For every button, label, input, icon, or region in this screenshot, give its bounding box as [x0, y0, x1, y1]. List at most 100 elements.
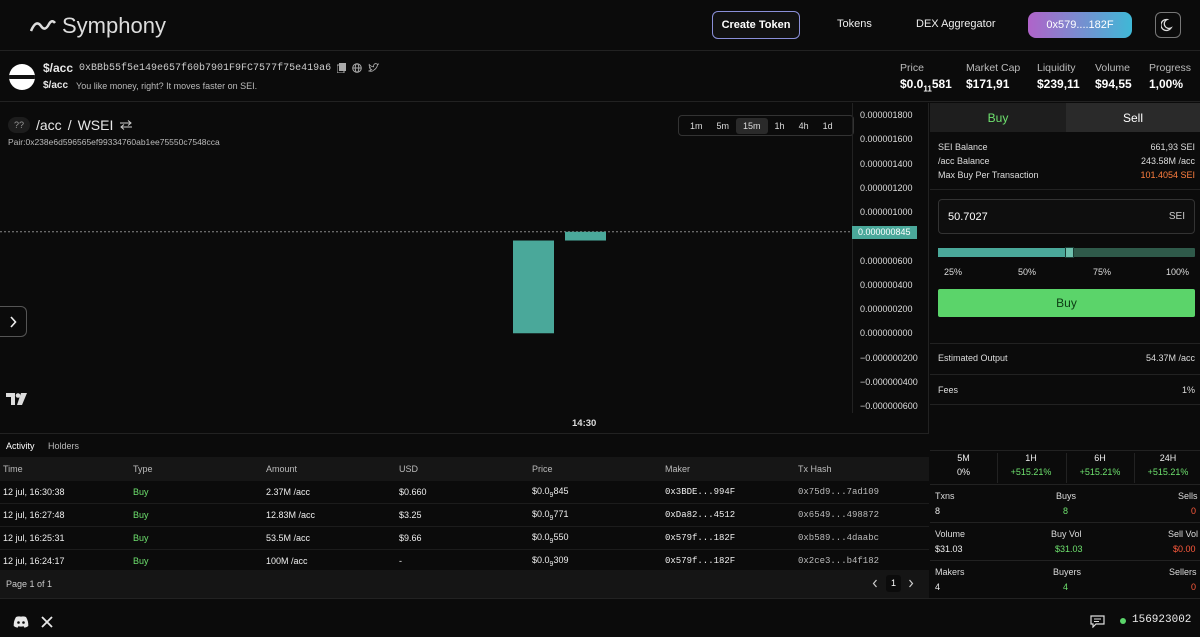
tab-activity[interactable]: Activity — [6, 441, 35, 451]
amount-input[interactable]: 50.7027 SEI — [938, 199, 1195, 234]
txns-value: 8 — [935, 506, 941, 516]
pair-address: Pair:0x238e6d596565ef99334760ab1ee75550c… — [8, 137, 220, 147]
globe-icon[interactable] — [352, 63, 362, 73]
sellers-label: Sellers — [1169, 567, 1197, 577]
tab-holders[interactable]: Holders — [48, 441, 80, 451]
sell-vol-value: $0.00 — [1173, 544, 1196, 554]
expand-panel-button[interactable] — [0, 306, 27, 337]
row-maker[interactable]: 0x579f...182F — [665, 556, 736, 566]
period-24h[interactable]: 24H +515.21% — [1134, 453, 1200, 483]
y-tick-label: 0.000000200 — [860, 304, 913, 314]
y-tick-label: −0.000000200 — [860, 352, 918, 363]
tradingview-icon — [6, 393, 27, 405]
buy-button[interactable]: Buy — [938, 289, 1195, 317]
buys-value: 8 — [1063, 506, 1069, 516]
token-symbol-small: $/acc — [43, 80, 69, 91]
period-1h[interactable]: 1H +515.21% — [997, 453, 1064, 483]
col-maker: Maker — [665, 464, 691, 474]
pct-50[interactable]: 50% — [1018, 267, 1037, 277]
buyers-value: 4 — [1063, 582, 1069, 592]
row-tx-hash[interactable]: 0x75d9...7ad109 — [798, 487, 880, 497]
col-price: Price — [532, 464, 553, 474]
timeframe-4h[interactable]: 4h — [798, 120, 809, 131]
token-avatar — [9, 64, 35, 90]
price-chart[interactable] — [0, 103, 929, 433]
candle — [565, 231, 606, 241]
wallet-button[interactable]: 0x579....182F — [1028, 12, 1132, 38]
chevron-left-icon[interactable] — [872, 579, 878, 588]
swap-pair-icon[interactable] — [119, 120, 133, 130]
create-token-button[interactable]: Create Token — [712, 11, 800, 39]
stat-liquidity-label: Liquidity — [1037, 62, 1076, 74]
timeframe-5m[interactable]: 5m — [716, 120, 730, 131]
row-time: 12 jul, 16:25:31 — [3, 533, 65, 543]
token-symbol: $/acc — [43, 61, 74, 75]
pct-25[interactable]: 25% — [944, 267, 963, 277]
footer: 156923002 — [0, 598, 1200, 637]
table-header: Time Type Amount USD Price Maker Tx Hash — [0, 457, 929, 481]
table-row[interactable]: 12 jul, 16:27:48 Buy 12.83M /acc $3.25 $… — [0, 504, 929, 527]
table-row[interactable]: 12 jul, 16:30:38 Buy 2.37M /acc $0.660 $… — [0, 481, 929, 504]
pct-100[interactable]: 100% — [1166, 267, 1190, 277]
txns-label: Txns — [935, 491, 955, 501]
amount-slider-fill — [938, 248, 1069, 257]
amount-unit: SEI — [1168, 211, 1185, 222]
volume-value: $31.03 — [935, 544, 963, 554]
sells-value: 0 — [1191, 506, 1197, 516]
trade-panel: Buy Sell SEI Balance 661,93 SEI /acc Bala… — [930, 103, 1200, 598]
pair-separator: / — [67, 117, 72, 133]
timeframe-1d[interactable]: 1d — [822, 120, 833, 131]
pagination: Page 1 of 1 1 — [0, 570, 929, 598]
last-price-tag: 0.000000845 — [852, 225, 917, 239]
y-tick-label: 0.000001200 — [860, 182, 913, 193]
amount-slider-handle[interactable] — [1064, 247, 1074, 258]
row-usd: $0.660 — [399, 487, 427, 497]
chart-pair-title: ?? /acc / WSEI — [8, 117, 133, 133]
row-tx-hash[interactable]: 0xb589...4daabc — [798, 533, 880, 543]
buy-vol-label: Buy Vol — [1051, 529, 1082, 539]
brand-logo[interactable]: Symphony — [30, 13, 166, 39]
stat-volume: Volume $94,55 — [1095, 62, 1132, 91]
row-maker[interactable]: 0x3BDE...994F — [665, 487, 736, 497]
stat-liquidity: Liquidity $239,11 — [1037, 62, 1080, 91]
y-tick-label: −0.000000600 — [860, 401, 918, 411]
period-6h[interactable]: 6H +515.21% — [1066, 453, 1133, 483]
makers-label: Makers — [935, 567, 965, 577]
pct-75[interactable]: 75% — [1093, 267, 1112, 277]
y-tick-label: 0.000000000 — [860, 328, 913, 339]
sell-tab[interactable]: Sell — [1066, 103, 1200, 132]
col-type: Type — [133, 464, 153, 474]
tradingview-logo: TV — [6, 393, 28, 408]
page-number-button[interactable]: 1 — [886, 575, 901, 592]
twitter-icon[interactable] — [368, 63, 380, 73]
period-5m[interactable]: 5M 0% — [956, 453, 970, 477]
sei-balance-row: SEI Balance 661,93 SEI — [938, 142, 1195, 152]
activity-tabs: Activity Holders — [0, 433, 929, 457]
timeframe-1m[interactable]: 1m — [690, 120, 703, 131]
row-tx-hash[interactable]: 0x6549...498872 — [798, 510, 880, 520]
nav-dex-aggregator-link[interactable]: DEX Aggregator — [916, 18, 996, 30]
timeframe-1h[interactable]: 1h — [774, 120, 785, 131]
chat-icon[interactable] — [1090, 615, 1105, 628]
y-tick-label: 0.000000400 — [860, 279, 913, 290]
fees-row: Fees 1% — [938, 385, 1195, 395]
activity-table: Time Type Amount USD Price Maker Tx Hash… — [0, 457, 929, 573]
chevron-right-icon[interactable] — [908, 579, 914, 588]
nav-tokens-link[interactable]: Tokens — [837, 18, 872, 30]
page-info: Page 1 of 1 — [6, 579, 53, 589]
buy-tab[interactable]: Buy — [930, 103, 1066, 132]
copy-icon[interactable] — [337, 63, 347, 73]
row-price: $0.09845 — [532, 485, 569, 499]
row-maker[interactable]: 0x579f...182F — [665, 533, 736, 543]
row-amount: 12.83M /acc — [266, 510, 316, 520]
theme-toggle-button[interactable] — [1155, 12, 1181, 38]
discord-icon[interactable] — [13, 616, 29, 628]
max-buy-row: Max Buy Per Transaction 101.4054 SEI — [938, 170, 1195, 180]
x-icon[interactable] — [41, 616, 53, 628]
timeframe-15m[interactable]: 15m — [736, 117, 768, 134]
amount-slider[interactable] — [938, 247, 1195, 258]
row-maker[interactable]: 0xDa82...4512 — [665, 510, 736, 520]
row-tx-hash[interactable]: 0x2ce3...b4f182 — [798, 556, 880, 566]
sell-vol-label: Sell Vol — [1168, 529, 1199, 539]
table-row[interactable]: 12 jul, 16:25:31 Buy 53.5M /acc $9.66 $0… — [0, 527, 929, 550]
